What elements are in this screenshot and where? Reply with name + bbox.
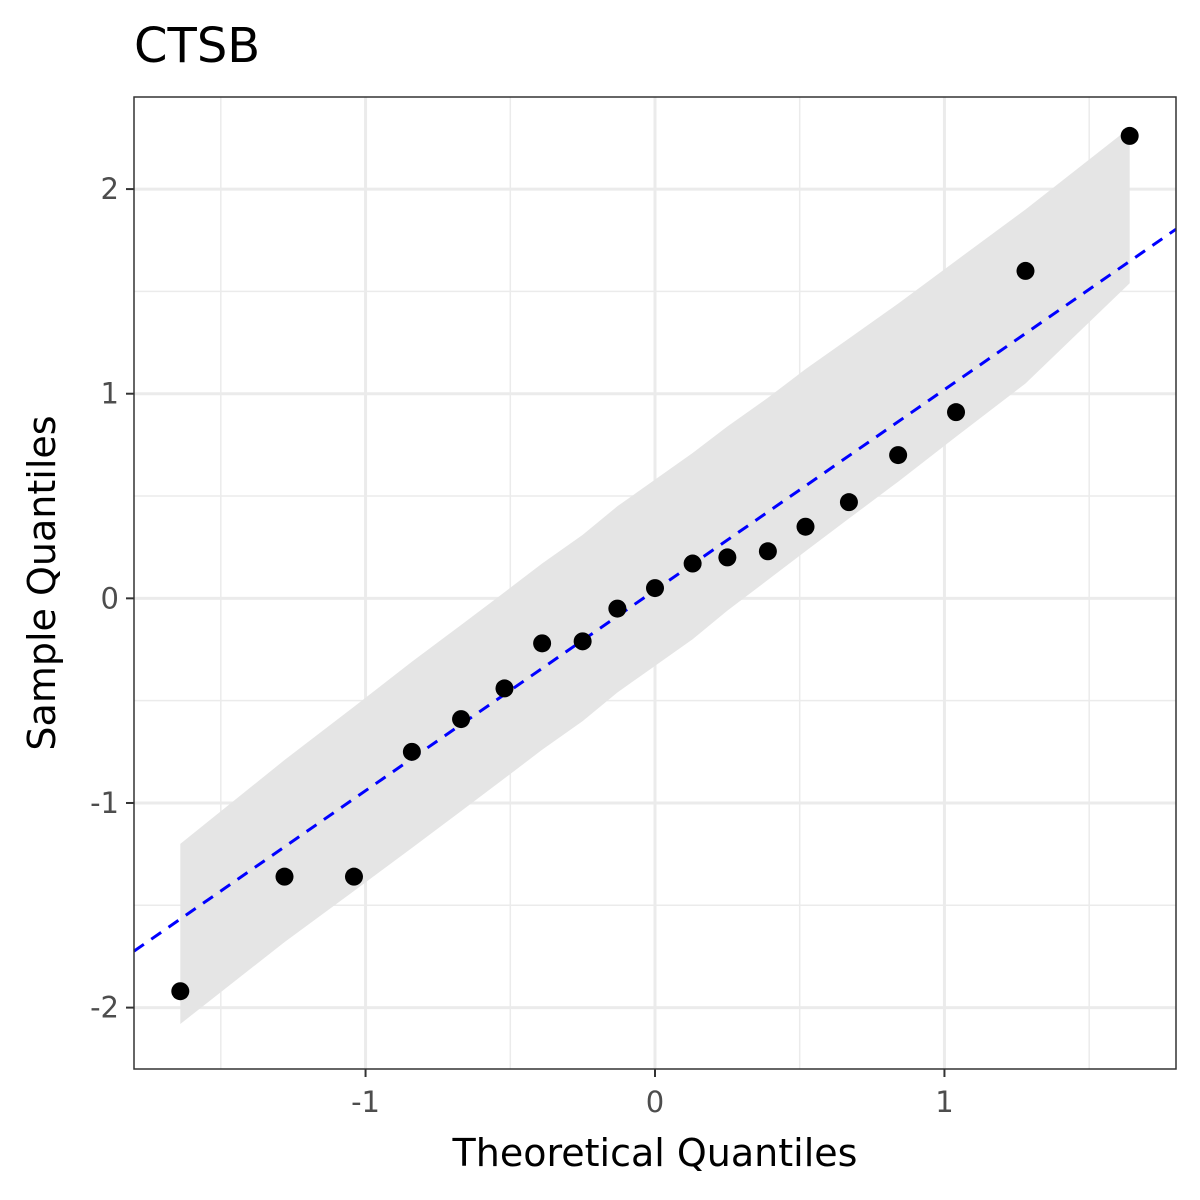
data-point: [608, 599, 627, 618]
y-tick-label: 1: [101, 377, 119, 411]
data-point: [718, 548, 737, 567]
data-point: [402, 742, 421, 761]
y-tick-label: 2: [101, 172, 119, 206]
data-point: [573, 632, 592, 651]
data-point: [758, 542, 777, 561]
y-axis-ticks: -2 -1 0 1 2: [90, 172, 134, 1025]
x-tick-label: 0: [646, 1085, 664, 1119]
y-tick-label: 0: [101, 581, 119, 615]
data-point: [533, 634, 552, 653]
y-axis-title: Sample Quantiles: [20, 415, 64, 750]
confidence-band: [180, 127, 1130, 1024]
data-point: [1016, 261, 1035, 280]
x-tick-label: -1: [351, 1085, 380, 1119]
data-point: [1120, 126, 1139, 145]
data-point: [947, 403, 966, 422]
chart-title: CTSB: [134, 18, 260, 74]
data-points: [171, 126, 1139, 1001]
data-point: [344, 867, 363, 886]
data-point: [839, 493, 858, 512]
x-axis-ticks: -1 0 1: [351, 1069, 954, 1119]
y-tick-label: -1: [90, 786, 119, 820]
data-point: [646, 579, 664, 598]
y-tick-label: -2: [90, 991, 119, 1025]
data-point: [275, 867, 294, 886]
data-point: [452, 710, 471, 729]
data-point: [171, 982, 190, 1001]
data-point: [889, 446, 908, 465]
x-tick-label: 1: [935, 1085, 953, 1119]
x-axis-title: Theoretical Quantiles: [452, 1131, 858, 1175]
data-point: [796, 517, 815, 536]
data-point: [683, 554, 702, 573]
data-point: [495, 679, 514, 698]
